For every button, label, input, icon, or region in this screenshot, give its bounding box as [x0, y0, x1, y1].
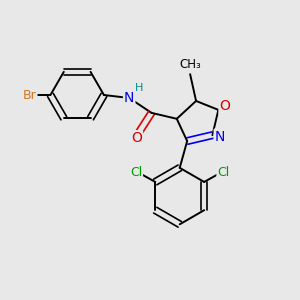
Text: Br: Br: [23, 88, 37, 101]
Text: N: N: [215, 130, 225, 144]
Text: CH₃: CH₃: [179, 58, 201, 70]
Text: O: O: [220, 99, 230, 113]
Text: Cl: Cl: [130, 166, 142, 179]
Text: N: N: [124, 91, 134, 105]
Text: Cl: Cl: [218, 166, 230, 179]
Text: O: O: [131, 131, 142, 145]
Text: H: H: [134, 83, 143, 94]
